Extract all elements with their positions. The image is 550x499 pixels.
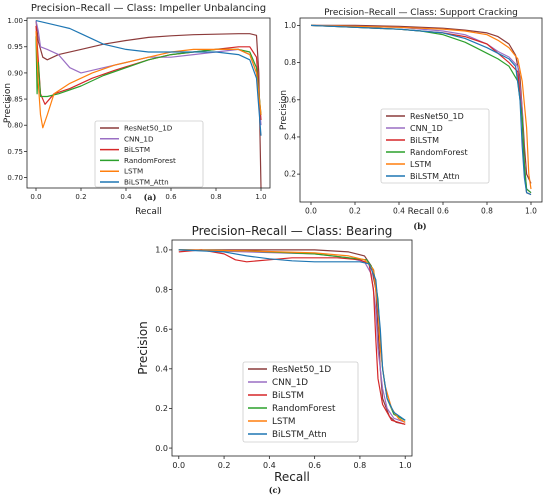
x-tick-label: 0.6 bbox=[437, 207, 449, 216]
legend: ResNet50_1D CNN_1D BiLSTM RandomForest LSTM B… bbox=[242, 361, 359, 443]
legend-label: CNN_1D bbox=[272, 378, 308, 388]
chart-title: Precision–Recall — Class: Impeller Unbal… bbox=[31, 3, 266, 14]
y-tick-label: 0.6 bbox=[284, 95, 296, 104]
series-line-resnet50_1d bbox=[311, 24, 532, 184]
y-tick-label: 0.80 bbox=[7, 122, 23, 130]
plot-frame bbox=[299, 17, 543, 203]
y-tick-label: 0.70 bbox=[7, 174, 23, 182]
x-tick-label: 0.8 bbox=[481, 207, 493, 216]
y-tick-label: 0.4 bbox=[284, 133, 296, 142]
legend-box bbox=[94, 120, 204, 188]
x-axis-label: Recall bbox=[408, 207, 435, 217]
x-tick-label: 0.0 bbox=[172, 461, 185, 470]
legend-label: BiLSTM_Attn bbox=[410, 172, 460, 181]
y-tick-label: 1.0 bbox=[284, 21, 296, 30]
legend-box bbox=[242, 361, 359, 443]
x-tick-label: 0.6 bbox=[308, 461, 321, 470]
y-tick-label: 0.4 bbox=[155, 365, 168, 374]
legend-label: CNN_1D bbox=[124, 134, 154, 143]
legend: ResNet50_1D CNN_1D BiLSTM RandomForest LSTM B… bbox=[380, 108, 490, 184]
legend-label: BiLSTM bbox=[272, 391, 304, 401]
x-tick-label: 0.4 bbox=[263, 461, 276, 470]
series-line-bilstm bbox=[35, 25, 262, 121]
x-tick-label: 0.8 bbox=[210, 193, 221, 201]
legend-label: RandomForest bbox=[410, 148, 468, 157]
y-axis-label: Precision bbox=[279, 90, 289, 130]
series-line-lstm bbox=[310, 24, 532, 190]
x-tick-label: 0.2 bbox=[75, 193, 86, 201]
legend-label: ResNet50_1D bbox=[272, 365, 331, 375]
legend-label: ResNet50_1D bbox=[124, 124, 173, 133]
legend-label: LSTM bbox=[124, 167, 143, 176]
series-line-cnn_1d bbox=[35, 20, 262, 126]
y-axis-label: Precision bbox=[136, 321, 150, 375]
x-tick-label: 0.0 bbox=[30, 193, 41, 201]
y-axis-label: Precision bbox=[3, 83, 13, 123]
legend-label: RandomForest bbox=[272, 404, 336, 414]
chart-1: Precision–Recall — Class: Impeller Unbal… bbox=[3, 3, 271, 217]
x-tick-label: 1.0 bbox=[525, 207, 537, 216]
x-tick-label: 0.8 bbox=[354, 461, 367, 470]
legend-label: ResNet50_1D bbox=[410, 112, 464, 121]
y-tick-label: 0.0 bbox=[155, 444, 168, 453]
legend-box bbox=[380, 108, 490, 184]
series-line-bilstm bbox=[178, 249, 406, 425]
series-line-bilstm_attn bbox=[310, 24, 532, 196]
x-tick-label: 0.2 bbox=[218, 461, 231, 470]
y-tick-label: 0.90 bbox=[7, 69, 23, 77]
panel-caption: (b) bbox=[413, 221, 426, 231]
series-line-bilstm_attn bbox=[35, 20, 262, 136]
y-tick-label: 1.0 bbox=[155, 246, 168, 255]
chart-title: Precision–Recall — Class: Support Cracki… bbox=[324, 8, 518, 18]
plot-frame bbox=[26, 17, 271, 189]
x-tick-label: 1.0 bbox=[255, 193, 266, 201]
legend-label: LSTM bbox=[272, 417, 295, 427]
y-tick-label: 0.2 bbox=[284, 170, 296, 179]
legend-label: BiLSTM_Attn bbox=[272, 430, 327, 440]
chart-3: Precision–Recall — Class: Bearing 0.0 0.2 0… bbox=[136, 224, 413, 495]
x-axis-label: Recall bbox=[274, 470, 310, 484]
legend-label: CNN_1D bbox=[410, 124, 443, 133]
y-tick-label: 0.8 bbox=[155, 285, 168, 294]
series-line-resnet50_1d bbox=[35, 20, 262, 189]
y-tick-label: 0.95 bbox=[7, 43, 23, 51]
y-tick-label: 0.6 bbox=[155, 325, 168, 334]
x-tick-label: 0.2 bbox=[349, 207, 361, 216]
y-tick-label: 0.85 bbox=[7, 96, 23, 104]
legend-label: LSTM bbox=[410, 160, 431, 169]
x-tick-label: 0.6 bbox=[165, 193, 177, 201]
y-tick-label: 0.75 bbox=[7, 148, 23, 156]
series-line-lstm bbox=[35, 31, 262, 129]
x-tick-label: 0.4 bbox=[120, 193, 132, 201]
legend-label: BiLSTM bbox=[124, 145, 150, 154]
x-tick-label: 0.0 bbox=[305, 207, 317, 216]
y-tick-label: 1.00 bbox=[7, 17, 23, 25]
chart-2: Precision–Recall — Class: Support Cracki… bbox=[279, 8, 543, 231]
plot-frame bbox=[171, 239, 413, 457]
x-tick-label: 0.4 bbox=[393, 207, 405, 216]
series-line-bilstm_attn bbox=[178, 249, 406, 421]
x-axis-label: Recall bbox=[135, 207, 162, 217]
legend-label: BiLSTM_Attn bbox=[124, 178, 169, 187]
y-tick-label: 0.8 bbox=[284, 58, 296, 67]
y-tick-label: 0.2 bbox=[155, 404, 168, 413]
panel-caption: (c) bbox=[269, 485, 282, 495]
panel-caption: (a) bbox=[144, 192, 157, 202]
legend-label: RandomForest bbox=[124, 156, 176, 165]
x-tick-label: 1.0 bbox=[399, 461, 412, 470]
chart-title: Precision–Recall — Class: Bearing bbox=[192, 224, 393, 238]
legend-label: BiLSTM bbox=[410, 136, 439, 145]
series-line-randomforest bbox=[35, 36, 262, 115]
